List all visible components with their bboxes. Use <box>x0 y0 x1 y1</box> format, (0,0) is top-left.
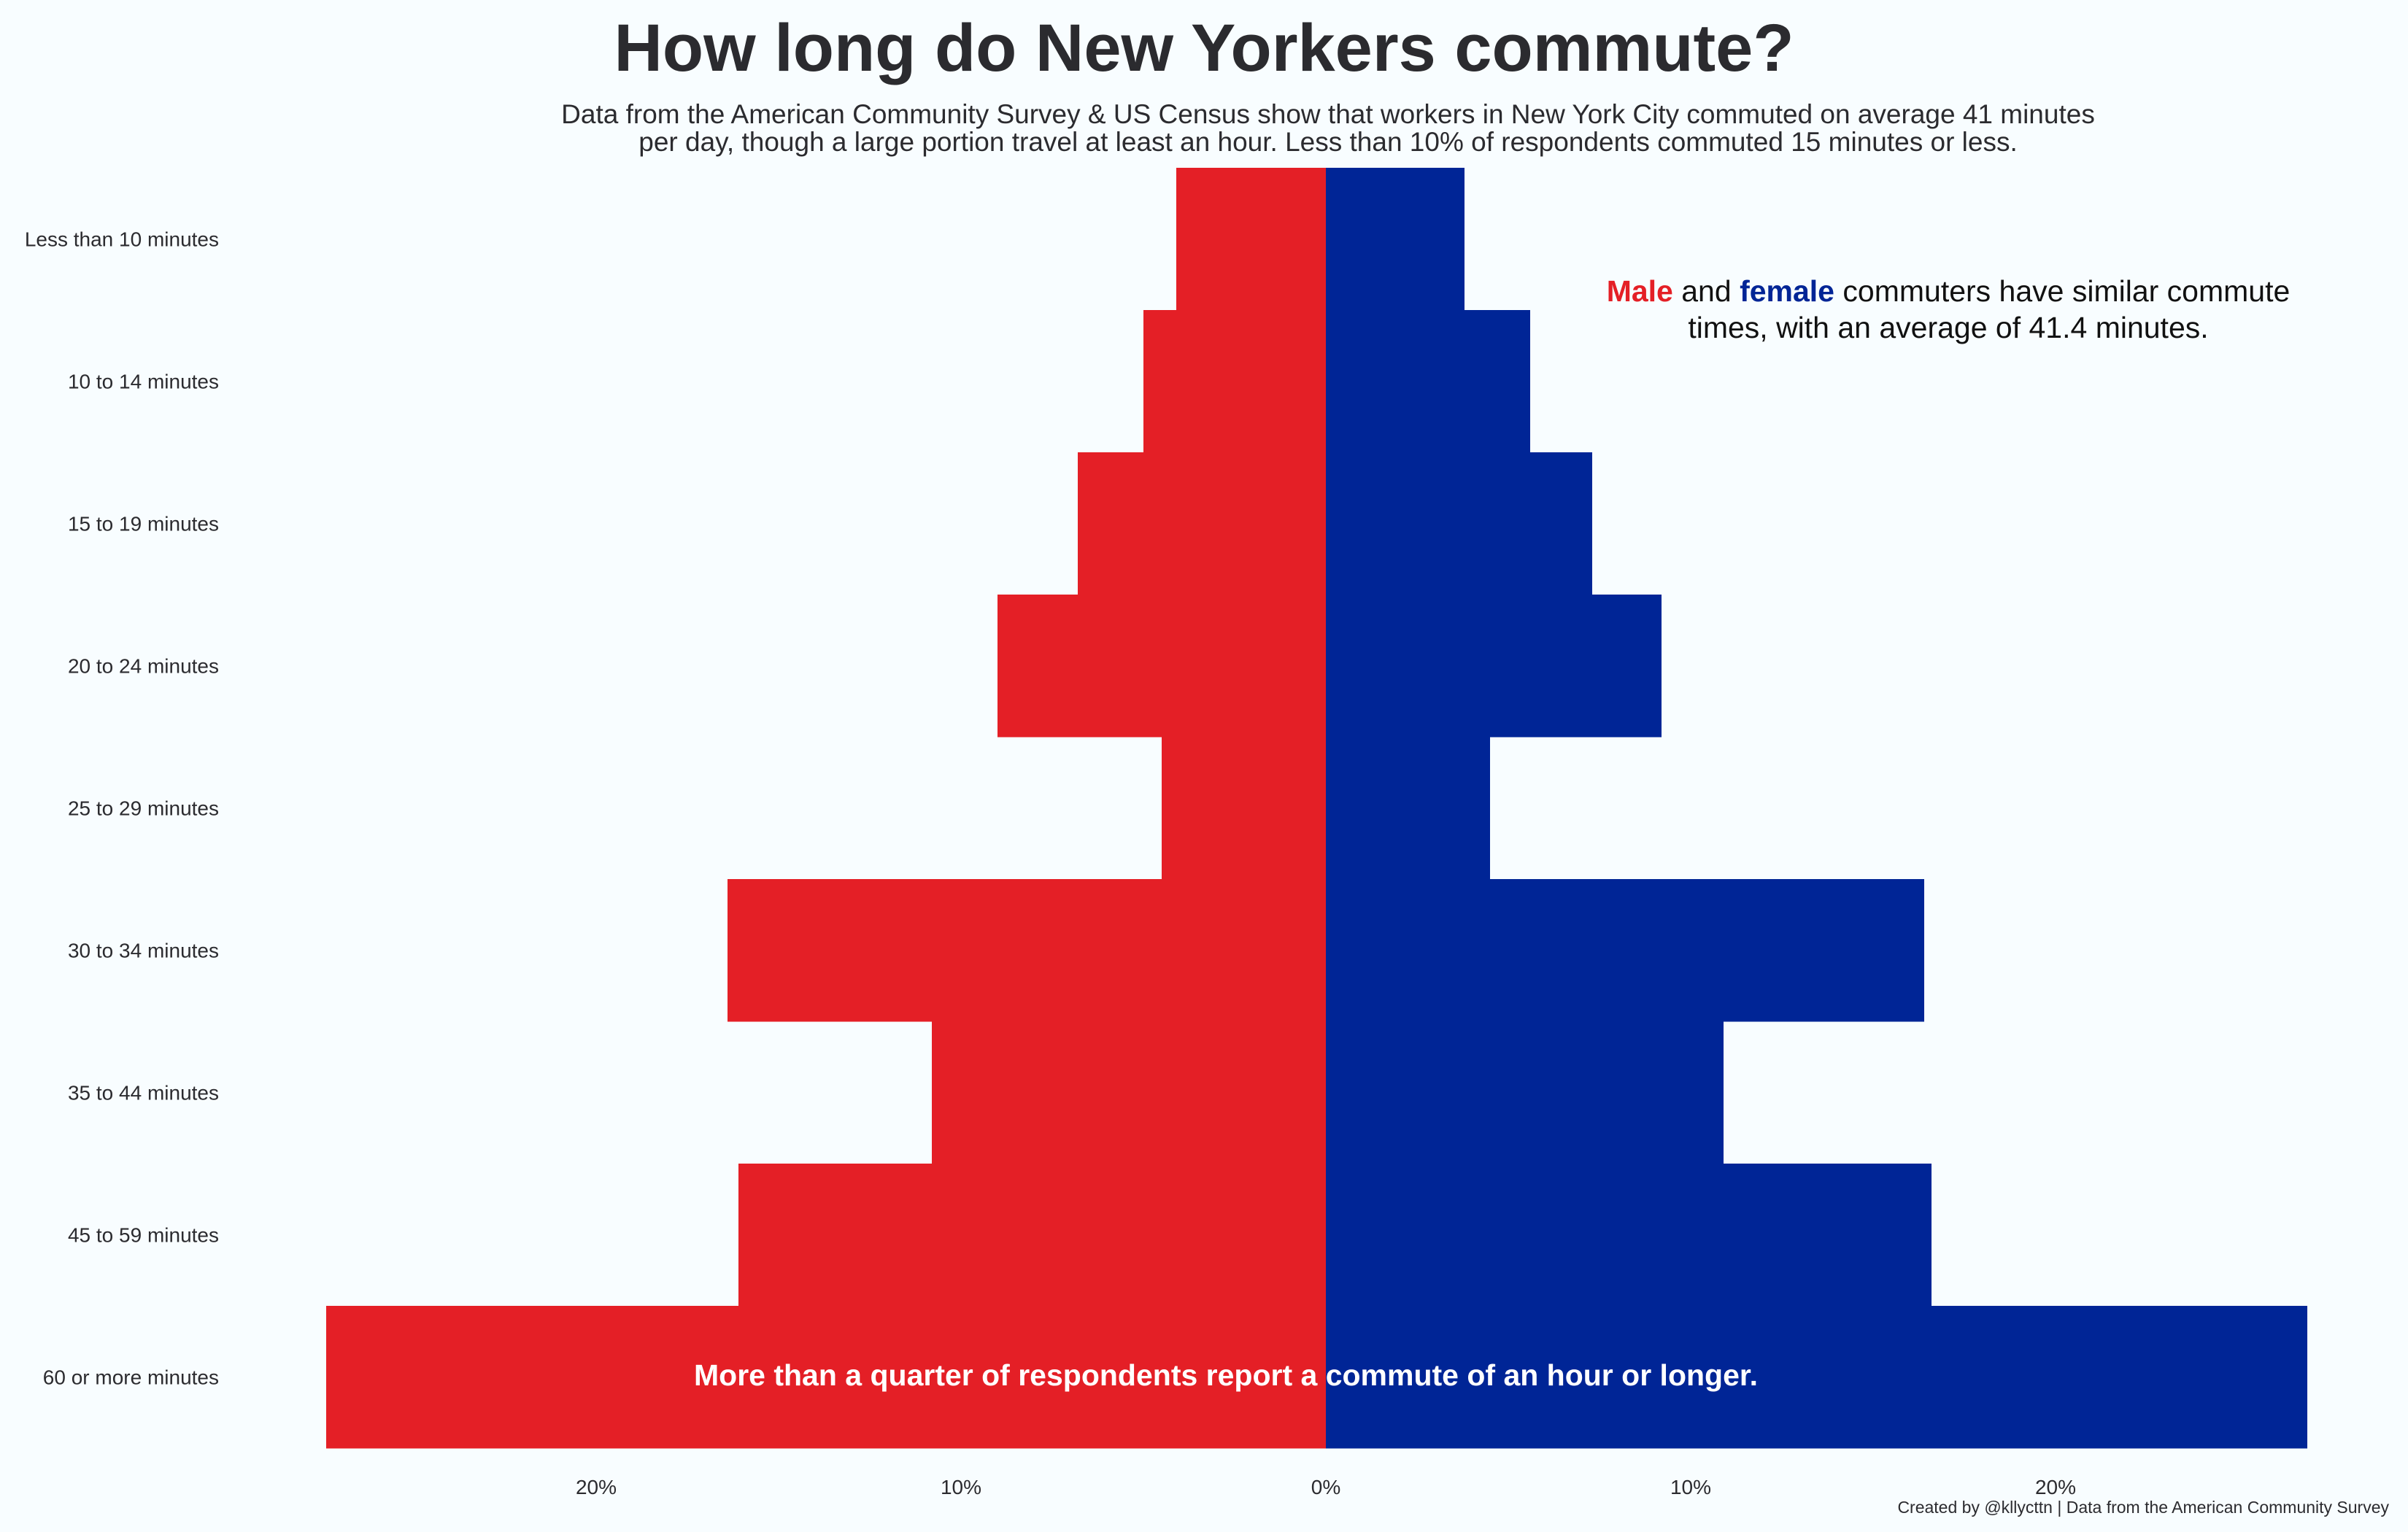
bar-female-4 <box>1326 737 1490 880</box>
subtitle-line-1: Data from the American Community Survey … <box>561 99 2095 129</box>
bar-female-3 <box>1326 595 1662 738</box>
and-word: and <box>1681 274 1732 308</box>
category-labels: Less than 10 minutes 10 to 14 minutes 15 t… <box>25 228 219 1389</box>
annotation-rest-line-1: commuters have similar commute <box>1842 274 2291 308</box>
bar-male-0 <box>1176 168 1326 311</box>
source-caption: Created by @kllycttn | Data from the Ame… <box>1897 1498 2389 1517</box>
chart-subtitle: Data from the American Community Survey … <box>467 101 2189 156</box>
bar-female-2 <box>1326 452 1592 595</box>
x-tick-label-3: 10% <box>1670 1476 1711 1498</box>
bar-female-6 <box>1326 1021 1724 1164</box>
category-label-2: 15 to 19 minutes <box>68 513 219 535</box>
bar-male-7 <box>738 1164 1326 1307</box>
x-tick-label-2: 0% <box>1311 1476 1340 1498</box>
x-tick-label-0: 20% <box>576 1476 617 1498</box>
bar-male-2 <box>1078 452 1326 595</box>
x-axis-ticks: 20% 10% 0% 10% 20% <box>576 1476 2076 1498</box>
gender-annotation-line-2: times, with an average of 41.4 minutes. <box>1688 311 2209 344</box>
category-label-6: 35 to 44 minutes <box>68 1082 219 1104</box>
category-label-3: 20 to 24 minutes <box>68 655 219 678</box>
bar-female-7 <box>1326 1164 1932 1307</box>
x-tick-label-4: 20% <box>2035 1476 2076 1498</box>
bar-male-4 <box>1162 737 1326 880</box>
category-label-8: 60 or more minutes <box>43 1366 219 1389</box>
category-label-7: 45 to 59 minutes <box>68 1224 219 1247</box>
female-bars <box>1326 168 2307 1449</box>
bar-female-8 <box>1326 1306 2307 1449</box>
category-label-5: 30 to 34 minutes <box>68 940 219 962</box>
bar-female-0 <box>1326 168 1465 311</box>
gender-annotation-line-1: Male and female commuters have similar c… <box>1562 273 2335 309</box>
bar-male-5 <box>728 879 1326 1022</box>
female-highlight: female <box>1740 274 1834 308</box>
bar-male-1 <box>1143 310 1326 453</box>
subtitle-line-2: per day, though a large portion travel a… <box>638 127 2018 157</box>
male-bars <box>326 168 1326 1449</box>
chart-title: How long do New Yorkers commute? <box>614 11 1794 85</box>
bar-female-1 <box>1326 310 1530 453</box>
bar-female-5 <box>1326 879 1924 1022</box>
bar-male-6 <box>932 1021 1326 1164</box>
category-label-1: 10 to 14 minutes <box>68 371 219 393</box>
category-label-0: Less than 10 minutes <box>25 228 219 251</box>
x-tick-label-1: 10% <box>941 1476 981 1498</box>
bar-male-8 <box>326 1306 1326 1449</box>
gender-annotation: Male and female commuters have similar c… <box>1562 273 2335 346</box>
male-highlight: Male <box>1606 274 1673 308</box>
category-label-4: 25 to 29 minutes <box>68 797 219 820</box>
bar-male-3 <box>997 595 1326 738</box>
